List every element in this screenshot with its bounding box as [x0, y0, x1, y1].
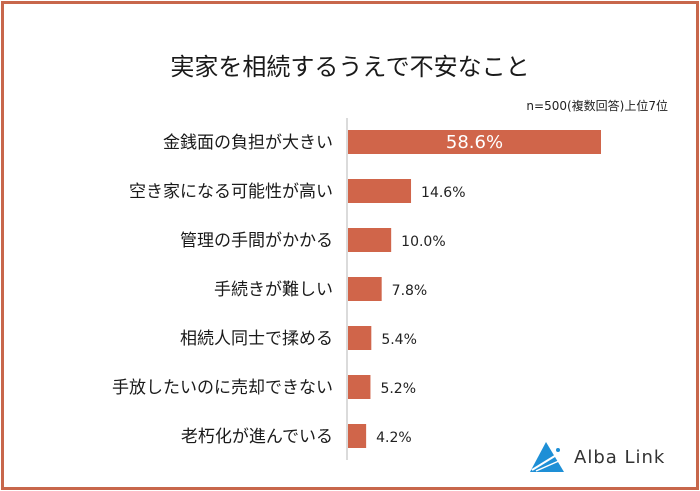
data-label: 14.6%: [421, 185, 465, 201]
bar: [348, 228, 392, 252]
data-label: 58.6%: [446, 132, 503, 153]
sample-note: n=500(複数回答)上位7位: [526, 99, 668, 113]
bar: [348, 130, 601, 154]
bar: [348, 424, 367, 448]
category-label: 相続人同士で揉める: [180, 329, 333, 349]
data-label: 5.2%: [380, 381, 416, 397]
data-label: 4.2%: [376, 430, 412, 446]
data-label: 5.4%: [381, 332, 417, 348]
bar: [348, 179, 412, 203]
bar: [348, 375, 371, 399]
bar: [348, 277, 382, 301]
category-label: 管理の手間がかかる: [180, 231, 333, 251]
category-label: 金銭面の負担が大きい: [163, 133, 333, 153]
data-label: 7.8%: [392, 283, 428, 299]
category-label: 空き家になる可能性が高い: [129, 182, 333, 202]
brand-logo: Alba Link: [528, 440, 665, 474]
alba-link-logo-icon: [530, 442, 564, 472]
category-label: 老朽化が進んでいる: [181, 427, 333, 447]
category-label: 手放したいのに売却できない: [112, 378, 333, 398]
bar: [348, 326, 372, 350]
data-label: 10.0%: [401, 234, 445, 250]
category-label: 手続きが難しい: [214, 280, 333, 300]
brand-name: Alba Link: [574, 446, 666, 468]
chart-title: 実家を相続するうえで不安なこと: [170, 53, 530, 81]
